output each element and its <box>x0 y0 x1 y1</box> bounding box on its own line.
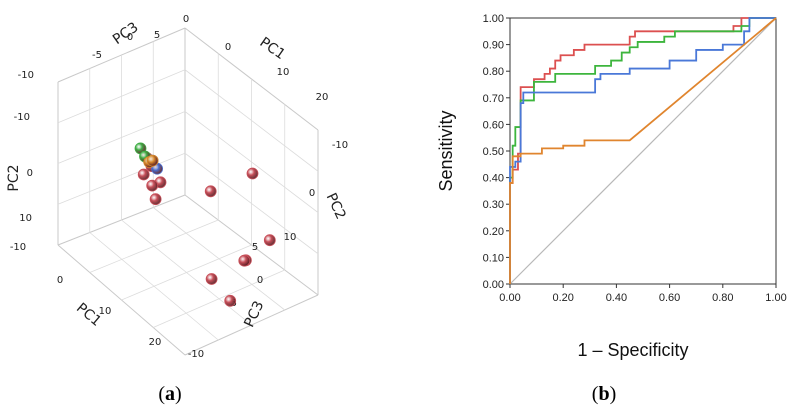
pca-points <box>134 142 276 307</box>
pca-tick-label: 10 <box>284 232 297 243</box>
pca-grid-line <box>184 152 319 255</box>
pca-tick-label: -10 <box>10 242 26 253</box>
pca-tick-label: -10 <box>188 349 204 360</box>
pca-tick-label: -10 <box>18 70 34 81</box>
roc-y-tick-label: 0.50 <box>483 146 504 158</box>
roc-y-tick-label: 0.10 <box>483 252 504 264</box>
pca-grid <box>57 41 319 341</box>
roc-y-tick-label: 0.20 <box>483 226 504 238</box>
panel-label-b: (b) <box>592 383 616 405</box>
panel-label-a: (a) <box>158 383 181 405</box>
pca-point-red <box>238 254 251 267</box>
pca-axis-title-pc3: PC3 <box>110 19 141 48</box>
roc-y-axis-label: Sensitivity <box>436 110 456 191</box>
roc-ticks: 0.00 0.10 0.20 0.30 0.40 0.50 0.60 0.70 0.80 0.90… <box>483 13 787 304</box>
pca-tick-label: 10 <box>99 306 112 317</box>
roc-y-tick-label: 0.40 <box>483 173 504 185</box>
roc-x-axis-label: 1 – Specificity <box>577 340 688 360</box>
pca-tick-label: 0 <box>309 188 315 199</box>
pca-tick-label: 10 <box>19 213 32 224</box>
pca-point-red <box>137 168 150 181</box>
pca-tick-label: 0 <box>57 275 63 286</box>
roc-y-tick-label: 0.30 <box>483 199 504 211</box>
roc-lines <box>509 17 777 285</box>
pca-tick-label: 0 <box>225 42 231 53</box>
pca-axis-title-pc2-right: PC2 <box>323 191 349 222</box>
pca-point-red <box>205 273 218 285</box>
pca-tick-label: 0 <box>257 275 263 286</box>
pca-point-red <box>246 167 259 180</box>
pca-tick-label: -5 <box>92 50 102 61</box>
roc-y-tick-label: 0.80 <box>483 66 504 78</box>
pca-point-red <box>149 193 162 206</box>
pca-grid-line <box>153 269 285 328</box>
roc-y-tick-label: 0.70 <box>483 93 504 105</box>
pca-tick-label: 10 <box>277 67 290 78</box>
pca-grid-line <box>57 152 186 205</box>
roc-reference-diagonal <box>509 17 777 285</box>
pca-axis-title-pc2: PC2 <box>6 164 22 191</box>
pca-axis-title-pc3-right: PC3 <box>241 299 267 330</box>
roc-x-tick-label: 1.00 <box>765 292 786 304</box>
roc-series-green <box>509 17 776 284</box>
pca-tick-label: 0 <box>183 14 189 25</box>
pca-grid-line <box>153 207 285 311</box>
roc-y-tick-label: 0.90 <box>483 40 504 52</box>
pca-point-red <box>263 234 276 247</box>
roc-y-tick-label: 0.60 <box>483 119 504 131</box>
roc-x-tick-label: 0.40 <box>606 292 627 304</box>
pca-grid-line <box>57 111 186 164</box>
pca-axis-title-pc1: PC1 <box>257 34 288 63</box>
roc-series-orange <box>509 17 777 284</box>
pca-tick-label: -10 <box>14 112 30 123</box>
pca-point-red <box>224 294 237 307</box>
pca-tick-label: 20 <box>316 92 329 103</box>
roc-x-tick-label: 0.20 <box>552 292 573 304</box>
pca-tick-label: 5 <box>252 242 258 253</box>
pca-tick-label: 0 <box>27 168 33 179</box>
pca-grid-line <box>184 111 319 213</box>
pca-axis-title-pc1-bottom: PC1 <box>73 300 104 330</box>
pca-tick-label: 5 <box>154 30 160 41</box>
pca-tick-label: 0 <box>127 32 133 43</box>
pca-point-orange <box>146 154 159 167</box>
roc-series-red <box>509 17 776 284</box>
roc-y-tick-label: 0.00 <box>483 279 504 291</box>
pca-tick-label: -10 <box>332 140 348 151</box>
roc-panel: 0.00 0.10 0.20 0.30 0.40 0.50 0.60 0.70 0.80 0.90… <box>436 13 787 360</box>
roc-x-tick-label: 0.00 <box>499 292 520 304</box>
pca-panel: -10-505001020-10010-1001050-5-1001020-10… <box>6 14 349 360</box>
roc-x-tick-label: 0.80 <box>712 292 733 304</box>
roc-y-tick-label: 1.00 <box>483 13 504 25</box>
pca-tick-label: 20 <box>149 337 162 348</box>
pca-grid-line <box>121 219 252 326</box>
pca-axis-labels: -10-505001020-10010-1001050-5-1001020-10… <box>6 14 349 360</box>
roc-x-tick-label: 0.60 <box>659 292 680 304</box>
pca-point-red <box>204 185 217 198</box>
pca-point-red <box>146 179 159 192</box>
